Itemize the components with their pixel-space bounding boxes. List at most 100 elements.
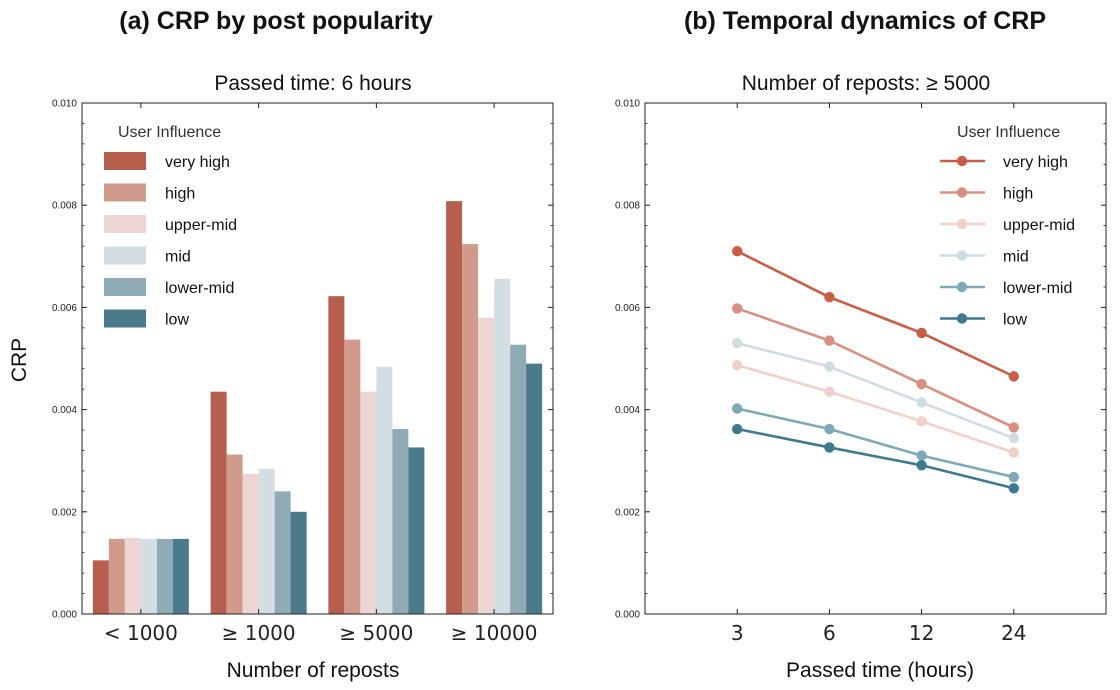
legend-label-b: upper-mid — [1003, 217, 1075, 234]
point-lower-mid-3 — [1008, 471, 1019, 483]
bar-very-high-2 — [328, 296, 345, 614]
line-lower-mid — [736, 407, 1015, 479]
bar-low-3 — [526, 363, 543, 614]
panel-a-frame — [81, 102, 554, 615]
point-mid-3 — [1008, 433, 1019, 444]
panel-a-title: (a) CRP by post popularity — [119, 7, 433, 35]
bar-upper-mid-0 — [124, 537, 141, 614]
panel-a-xtick-label: < 1000 — [104, 621, 178, 645]
panel-b-ytick-label: 0.000 — [615, 610, 640, 621]
point-lower-mid-1 — [824, 423, 835, 435]
legend-swatch-a — [104, 246, 146, 265]
panel-a-subtitle: Passed time: 6 hours — [214, 72, 411, 95]
legend-label-b: lower-mid — [1003, 280, 1072, 297]
bar-mid-0 — [140, 538, 157, 614]
bar-low-2 — [408, 447, 425, 614]
bar-low-1 — [290, 511, 307, 614]
panel-a-xtick-label: ≥ 5000 — [339, 621, 413, 645]
bar-lower-mid-2 — [392, 429, 409, 614]
point-low-2 — [916, 460, 927, 471]
legend-label-a: upper-mid — [165, 217, 237, 234]
point-very-high-2 — [916, 327, 927, 339]
bar-mid-2 — [376, 366, 393, 614]
line-upper-mid — [736, 363, 1015, 454]
legend-label-a: low — [165, 312, 189, 329]
point-upper-mid-2 — [916, 416, 927, 427]
panel-a-ytick-label: 0.004 — [52, 405, 77, 416]
panel-a-plot: 0.000 0.002 0.004 0.006 0.008 0.010 < 1000 ≥ 10… — [52, 99, 554, 645]
point-high-0 — [732, 303, 743, 314]
legend-marker-b — [956, 218, 968, 230]
panel-a-legend-title: User Influence — [118, 124, 221, 141]
panel-b-xlabel: Passed time (hours) — [786, 659, 974, 682]
panel-b-xtick-label: 6 — [823, 621, 836, 645]
panel-b-ytick-label: 0.008 — [615, 201, 640, 212]
bar-very-high-0 — [92, 560, 109, 614]
panel-b-subtitle: Number of reposts: ≥ 5000 — [742, 72, 990, 95]
panel-a-ytick-label: 0.000 — [52, 610, 77, 621]
point-mid-0 — [732, 337, 743, 349]
panel-b-title: (b) Temporal dynamics of CRP — [684, 7, 1046, 35]
point-high-1 — [824, 335, 835, 346]
bar-very-high-1 — [210, 391, 227, 614]
bar-mid-1 — [258, 468, 275, 614]
panel-a-xtick-label: ≥ 10000 — [451, 621, 538, 645]
point-lower-mid-0 — [732, 403, 743, 414]
panel-b-xtick-label: 3 — [731, 621, 744, 645]
line-very-high — [736, 250, 1015, 378]
bar-high-2 — [344, 339, 361, 614]
panel-b-ytick-label: 0.010 — [615, 99, 640, 110]
point-high-3 — [1008, 422, 1019, 433]
bar-low-0 — [172, 538, 189, 614]
point-high-2 — [916, 378, 927, 390]
panel-b-frame — [644, 102, 1107, 615]
panel-b-ytick-label: 0.002 — [615, 507, 640, 518]
panel-a-xlabel: Number of reposts — [227, 659, 400, 682]
legend-label-a: high — [165, 186, 195, 203]
legend-label-a: very high — [165, 154, 230, 171]
bar-high-0 — [108, 538, 125, 614]
line-mid — [736, 341, 1015, 440]
point-mid-2 — [916, 397, 927, 408]
bar-very-high-3 — [446, 201, 463, 614]
bar-upper-mid-3 — [478, 317, 495, 614]
panel-b-ytick-label: 0.006 — [615, 303, 640, 314]
point-very-high-3 — [1008, 371, 1019, 382]
panel-a-ylabel: CRP — [8, 338, 31, 382]
point-mid-1 — [824, 361, 835, 372]
bar-lower-mid-0 — [156, 538, 173, 614]
line-low — [736, 427, 1015, 490]
legend-marker-b — [956, 281, 968, 293]
point-upper-mid-1 — [824, 386, 835, 397]
point-low-1 — [824, 442, 835, 453]
legend-swatch-a — [104, 215, 146, 233]
legend-label-a: lower-mid — [165, 280, 234, 297]
bar-mid-3 — [494, 278, 511, 614]
point-low-3 — [1008, 483, 1019, 494]
legend-marker-b — [956, 250, 968, 261]
legend-marker-b — [956, 313, 968, 324]
line-high — [736, 307, 1015, 429]
point-upper-mid-3 — [1008, 447, 1019, 458]
panel-b-xtick-label: 12 — [909, 621, 934, 645]
legend-label-b: low — [1003, 312, 1027, 329]
panel-a-xtick-label: ≥ 1000 — [222, 621, 296, 645]
legend-swatch-a — [104, 152, 146, 170]
point-very-high-0 — [732, 245, 743, 257]
legend-swatch-a — [104, 183, 146, 202]
point-lower-mid-2 — [916, 450, 927, 461]
point-low-0 — [732, 423, 743, 435]
legend-swatch-a — [104, 278, 146, 296]
legend-marker-b — [956, 155, 968, 167]
panel-a-ytick-label: 0.010 — [52, 99, 77, 110]
point-upper-mid-0 — [732, 359, 743, 371]
bar-upper-mid-1 — [242, 473, 259, 614]
legend-label-b: mid — [1003, 249, 1029, 266]
panel-b-legend-title: User Influence — [957, 124, 1060, 141]
bar-high-1 — [226, 454, 243, 614]
panel-b-ytick-label: 0.004 — [615, 405, 640, 416]
legend-swatch-a — [104, 309, 146, 328]
bar-upper-mid-2 — [360, 391, 377, 614]
panel-a-ytick-label: 0.006 — [52, 303, 77, 314]
